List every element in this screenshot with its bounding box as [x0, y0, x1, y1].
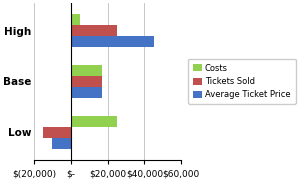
Bar — [71, 76, 102, 87]
Bar — [43, 127, 71, 138]
Bar — [71, 36, 154, 47]
Legend: Costs, Tickets Sold, Average Ticket Price: Costs, Tickets Sold, Average Ticket Pric… — [188, 59, 296, 104]
Bar — [71, 87, 102, 98]
Bar — [71, 25, 117, 36]
Bar — [71, 14, 80, 25]
Bar — [71, 65, 102, 76]
Bar — [52, 138, 71, 149]
Bar — [71, 115, 117, 127]
